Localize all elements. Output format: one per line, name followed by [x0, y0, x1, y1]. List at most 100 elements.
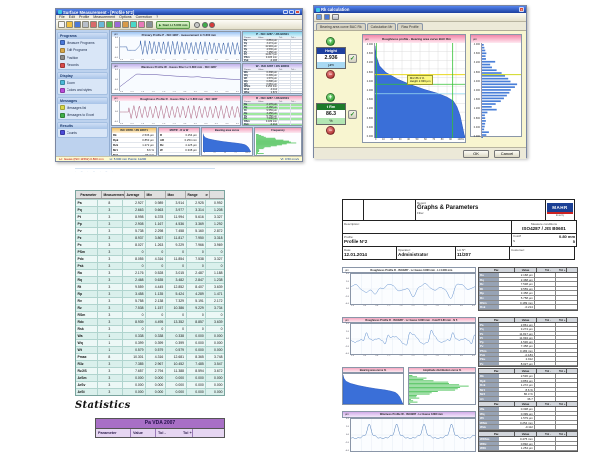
titlebar[interactable]: Rk calculation ×	[314, 6, 526, 13]
stats-row[interactable]: ArSv 3 0.000 0.000 0.000 0.000 0.000	[76, 381, 224, 388]
stats-row[interactable]: Wt 1 0.579 0.579 0.579 0.000 0.000	[76, 346, 224, 353]
parameter-row[interactable]: Wq 0.399 µm	[243, 74, 302, 78]
stats-row[interactable]: Rq 3 2.468 0.635 3.482 2.847 1.238	[76, 276, 224, 283]
stats-row[interactable]: Pv 3 5.738 2.298 7.458 5.160 2.872	[76, 227, 224, 234]
sidebar-item[interactable]: Measure Programs	[58, 39, 107, 47]
stats-row[interactable]: RSm 3 0 0 0 0 0	[76, 311, 224, 318]
cancel-button[interactable]: Cancel	[494, 149, 520, 158]
parameter-row[interactable]: Wp 0.898 µm	[243, 80, 302, 84]
ratio-apply-button[interactable]: ✓	[348, 109, 357, 119]
toolbar-icon[interactable]	[114, 21, 121, 28]
parameter-row[interactable]: Pv 7.458 µm	[243, 51, 302, 55]
toolbar-icon[interactable]	[138, 21, 145, 28]
titlebar[interactable]: Surface Measurement - [Profile N°2]	[56, 9, 302, 15]
status-led[interactable]	[209, 21, 216, 28]
parameter-row[interactable]: Psk -0.183	[243, 59, 302, 61]
parameter-row[interactable]: Rk 2.536 µm	[112, 133, 156, 138]
tab[interactable]: Calculation Mr	[366, 23, 397, 30]
parameter-row[interactable]: W 0.338 µm	[159, 148, 199, 153]
stats-row[interactable]: Pq 3 2.663 0.663 3.977 3.314 1.208	[76, 206, 224, 213]
stats-row[interactable]: PSm 3 0 0 0 0 0	[76, 248, 224, 255]
height-increase-button[interactable]: +	[326, 37, 335, 46]
toolbar-icon[interactable]	[82, 21, 89, 28]
tab[interactable]: Bearing area curve BAC Rk	[316, 23, 366, 30]
print-icon[interactable]	[332, 14, 339, 20]
parameter-row[interactable]: Wsk -0.112	[243, 88, 302, 93]
toolbar-icon[interactable]	[66, 21, 73, 28]
parameter-row[interactable]: Wv 0.681 µm	[243, 83, 302, 87]
close-button[interactable]	[295, 9, 300, 15]
toolbar-icon[interactable]	[106, 21, 113, 28]
parameter-row[interactable]: PSm 0.183 mm	[243, 56, 302, 61]
parameter-row[interactable]: Mr1 8.6 %	[112, 148, 156, 153]
sidebar-item[interactable]: Edit Programs	[58, 47, 107, 55]
sidebar-group-title[interactable]: Results	[58, 123, 107, 129]
parameter-row[interactable]: Rz 7.538 µm	[243, 118, 302, 122]
stats-row[interactable]: Rz 3 7.538 1.157 10.386 9.229 3.734	[76, 304, 224, 311]
stats-row[interactable]: Rdc 3 8.939 4.495 13.352 8.857 3.639	[76, 318, 224, 325]
toolbar-icon[interactable]	[130, 21, 137, 28]
stats-row[interactable]: ArSm 3 0.000 0.000 0.000 0.000 0.000	[76, 374, 224, 381]
stats-row[interactable]: Pdc 3 8.055 4.316 11.854 7.538 3.327	[76, 255, 224, 262]
sidebar-item[interactable]: Messages to Excel	[58, 112, 107, 120]
stats-row[interactable]: Pt 3 8.998 6.378 11.994 5.616 3.327	[76, 213, 224, 220]
tab[interactable]: Raw Profile	[397, 23, 423, 30]
menu-item[interactable]: Options	[119, 15, 132, 19]
toolbar-icon[interactable]	[90, 21, 97, 28]
toolbar-icon[interactable]	[58, 21, 65, 28]
parameter-row[interactable]: Rsk -0.214	[243, 123, 302, 125]
height-decrease-button[interactable]: −	[326, 70, 335, 79]
stats-row[interactable]: Rsk 3 0 0 0 0 0	[76, 325, 224, 332]
stats-row[interactable]: Pc 3 8.027 1.263 9.229 7.966 3.969	[76, 241, 224, 248]
sidebar-item[interactable]: Messages list	[58, 104, 107, 112]
parameter-row[interactable]: Rv 5.758 µm	[243, 115, 302, 119]
close-button[interactable]: ×	[519, 7, 524, 13]
stats-row[interactable]: Rp 3 3.458 1.135 5.424 4.289 1.471	[76, 290, 224, 297]
menu-item[interactable]: Correction	[135, 15, 153, 19]
status-led[interactable]	[201, 21, 208, 28]
toolbar-icon[interactable]	[146, 21, 153, 28]
menu-item[interactable]: Profile	[79, 15, 90, 19]
menu-item[interactable]: Edit	[68, 15, 75, 19]
parameter-row[interactable]: Pt 11.994 µm	[243, 45, 302, 49]
stats-row[interactable]: Pmax 8 10.301 4.316 12.681 8.365 3.748	[76, 353, 224, 360]
sidebar-item[interactable]: Records	[58, 62, 107, 70]
sidebar-item[interactable]: Zoom	[58, 79, 107, 87]
parameter-row[interactable]: Rt 9.559 µm	[243, 109, 302, 113]
status-led[interactable]	[194, 21, 201, 28]
parameter-row[interactable]: Wku 2.874	[243, 91, 302, 93]
stats-row[interactable]: ArSt 3 0.000 0.000 0.000 0.000 0.000	[76, 388, 224, 395]
parameter-row[interactable]: Wt 1.579 µm	[243, 77, 302, 81]
stats-row[interactable]: Psk 3 0 0 0 0 0	[76, 262, 224, 269]
height-apply-button[interactable]: ✓	[348, 53, 357, 63]
parameter-row[interactable]: Pa 2.861 µm	[243, 39, 302, 43]
minimize-button[interactable]	[283, 9, 288, 15]
parameter-row[interactable]: Pq 3.274 µm	[243, 42, 302, 46]
stats-row[interactable]: R3z 3 7.385 2.967 10.452 7.485 3.547	[76, 360, 224, 367]
parameter-row[interactable]: Mr2 86.3 %	[112, 153, 156, 155]
sidebar-group-title[interactable]: Programs	[58, 33, 107, 39]
parameter-row[interactable]: Pz 11.817 µm	[243, 54, 302, 58]
maximize-button[interactable]	[289, 9, 294, 15]
parameter-row[interactable]: Ra 2.176 µm	[243, 103, 302, 107]
parameter-row[interactable]: AR 0.254 mm	[159, 138, 199, 143]
copy-icon[interactable]	[316, 14, 322, 20]
stats-row[interactable]: RzJIS 3 7.657 2.794 11.388 8.594 3.672	[76, 367, 224, 374]
sidebar-item[interactable]: Colors and styles	[58, 87, 107, 95]
stats-row[interactable]: Wq 1 0.399 0.399 0.399 0.000 0.000	[76, 339, 224, 346]
height-value[interactable]: 2.936	[317, 54, 345, 62]
sidebar-group-title[interactable]: Display	[58, 73, 107, 79]
parameter-row[interactable]: Rvk 1.272 µm	[112, 143, 156, 148]
ratio-increase-button[interactable]: +	[326, 93, 335, 102]
ratio-value[interactable]: 86.3	[317, 110, 345, 118]
toolbar-icon[interactable]	[98, 21, 105, 28]
stats-row[interactable]: Rv 3 5.758 2.138 7.329 5.191 2.172	[76, 297, 224, 304]
stats-row[interactable]: Pp 3 2.908 1.167 4.536 3.369 1.292	[76, 220, 224, 227]
save-icon[interactable]	[324, 14, 330, 20]
parameter-row[interactable]: WSm 0.254 mm	[243, 86, 302, 90]
menu-item[interactable]: Measurement	[93, 15, 116, 19]
stats-row[interactable]: Ra 3 2.176 0.528 3.015 2.487 1.188	[76, 269, 224, 276]
toolbar-icon[interactable]	[74, 21, 81, 28]
stats-row[interactable]: Pz 3 8.937 3.867 11.817 7.950 3.318	[76, 234, 224, 241]
sidebar-item[interactable]: Position	[58, 54, 107, 62]
